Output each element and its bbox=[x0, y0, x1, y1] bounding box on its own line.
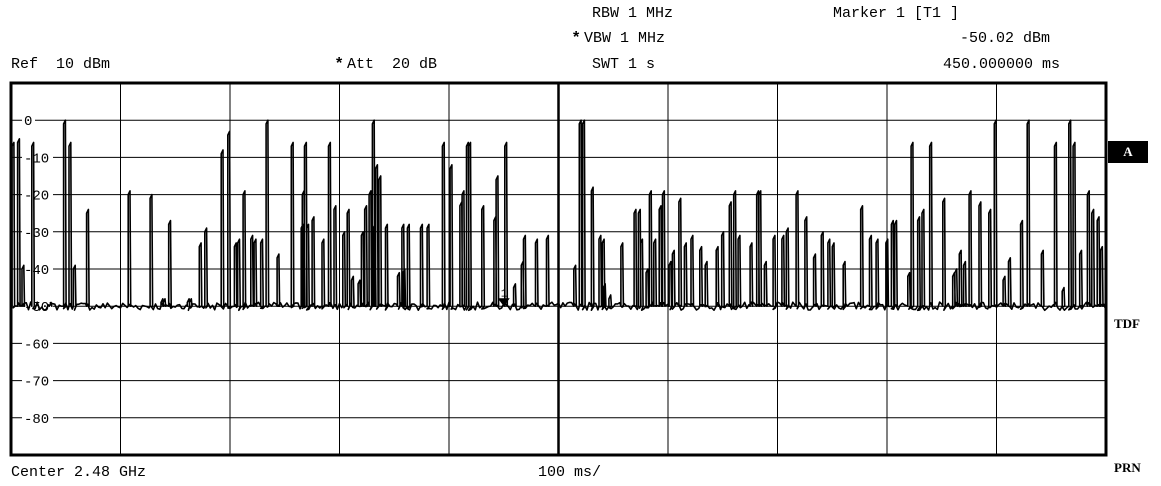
y-tick-label: -80 bbox=[24, 412, 49, 428]
trace-line bbox=[10, 119, 1107, 312]
vbw-readout: VBW 1 MHz bbox=[584, 30, 666, 47]
marker-1: 1 bbox=[497, 288, 510, 307]
marker-triangle bbox=[497, 298, 510, 307]
y-tick-label-bg bbox=[22, 409, 53, 426]
vbw-modified-star: * bbox=[573, 29, 580, 46]
attenuation-readout: Att 20 dB bbox=[347, 56, 438, 73]
y-tick-label-bg bbox=[22, 186, 53, 203]
ref-level-readout: Ref 10 dBm bbox=[11, 56, 111, 73]
grid bbox=[11, 83, 1106, 455]
y-tick-label-bg bbox=[22, 223, 53, 240]
y-tick-label: -40 bbox=[24, 263, 49, 279]
y-tick-label-bg bbox=[22, 112, 35, 129]
trace-a-badge: A bbox=[1108, 141, 1148, 163]
tdf-label: TDF bbox=[1114, 316, 1140, 331]
rbw-readout: RBW 1 MHz bbox=[592, 5, 674, 22]
marker-label: 1 bbox=[501, 288, 508, 300]
prn-label: PRN bbox=[1114, 460, 1141, 475]
y-tick-label: -10 bbox=[24, 151, 49, 167]
time-scale-readout: 100 ms/ bbox=[538, 464, 602, 481]
y-tick-label: -30 bbox=[24, 226, 49, 242]
y-tick-label: -70 bbox=[24, 375, 49, 391]
y-tick-label-bg bbox=[22, 149, 53, 166]
y-tick-label: -20 bbox=[24, 189, 49, 205]
plot-frame bbox=[9, 81, 1108, 457]
y-tick-label-bg bbox=[22, 261, 53, 277]
y-tick-labels: 0-10-20-30-40-50-60-70-80 bbox=[22, 112, 53, 428]
marker-time: 450.000000 ms bbox=[943, 56, 1061, 73]
y-tick-label-bg bbox=[22, 335, 53, 352]
marker-title: Marker 1 [T1 ] bbox=[833, 5, 960, 22]
marker-level: -50.02 dBm bbox=[960, 30, 1051, 47]
att-modified-star: * bbox=[336, 55, 343, 72]
y-tick-label-bg bbox=[22, 372, 53, 389]
y-tick-label: -60 bbox=[24, 337, 49, 353]
sweep-time-readout: SWT 1 s bbox=[592, 56, 656, 73]
y-tick-label: 0 bbox=[24, 114, 32, 130]
center-frequency-readout: Center 2.48 GHz bbox=[11, 464, 147, 481]
